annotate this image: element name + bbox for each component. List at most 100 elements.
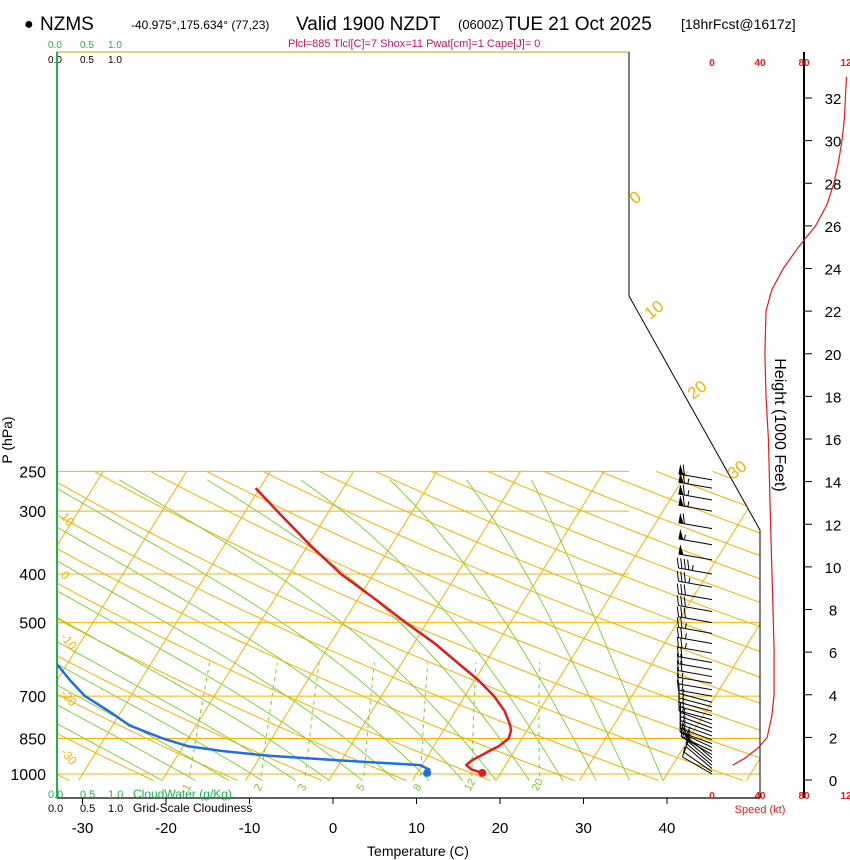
wind-barb-half-feather — [682, 716, 686, 722]
moist-adiabat-line — [57, 479, 363, 781]
thermo-lines — [57, 470, 760, 781]
moist-adiabat-line — [466, 479, 631, 781]
wind-barb-feather — [682, 495, 685, 507]
wind-barb-half-feather — [683, 534, 686, 541]
wind-barb-feather — [683, 596, 686, 607]
isotherm-line — [495, 471, 689, 781]
valid-time: Valid 1900 NZDT — [296, 14, 441, 35]
wind-barb-feather — [683, 584, 686, 596]
moist-adiabat-line — [57, 479, 430, 781]
wind-barb-staff — [679, 697, 713, 708]
wind-barb-staff — [678, 538, 713, 546]
pressure-axis: 1000 850 700 500 400 300 250 — [10, 464, 46, 784]
wind-barb-feather — [676, 636, 680, 648]
temp-tick-label: 0 — [329, 820, 337, 837]
wind-barb-staff — [678, 637, 713, 644]
wind-barb-staff — [679, 710, 713, 721]
temp-tick-label: 40 — [659, 820, 676, 837]
dewpoint-line — [57, 662, 431, 774]
wind-barb-staff — [678, 656, 713, 663]
moist-adiabat-line — [300, 479, 564, 781]
wind-barb-feather — [683, 572, 686, 583]
moist-adiabat-line — [57, 479, 330, 781]
dry-adiabat-line — [57, 470, 407, 781]
wind-barb-feather — [680, 722, 684, 734]
isotherm-label: 0 — [58, 568, 73, 582]
isotherm-label: -20 — [58, 687, 80, 710]
wind-barb-staff — [685, 742, 713, 766]
temperature-axis-title: Temperature (C) — [367, 843, 469, 859]
wind-barb-staff — [679, 731, 713, 745]
wind-barb-half-feather — [682, 727, 686, 734]
moist-adiabat-line — [531, 479, 664, 781]
dry-adiabat-line — [487, 470, 760, 781]
wind-barb-feather — [676, 627, 680, 638]
wind-barb-staff — [678, 605, 713, 612]
wind-barb-feather — [680, 627, 683, 639]
wind-barb-staff — [685, 746, 713, 769]
dry-adiabat-line — [57, 470, 491, 781]
sounding-profiles — [57, 487, 513, 777]
height-axis-title: Height (1000 Feet) — [771, 358, 788, 491]
wind-barb-staff — [678, 689, 713, 697]
mixing-ratio-label: 12 — [462, 777, 479, 794]
wind-barb-pennant — [678, 512, 684, 524]
wind-barb-feather — [676, 673, 680, 684]
top-scale-1: 1.0 — [108, 40, 122, 51]
wind-speed-line — [732, 76, 848, 766]
height-tick-label: 12 — [825, 517, 842, 534]
mixing-ratio-label: 3 — [296, 782, 309, 793]
speed-bottom-80: 80 — [798, 791, 810, 802]
dry-adiabat-label: 30 — [724, 457, 751, 484]
dry-adiabat-line — [57, 470, 154, 781]
bottom-scale2-1: 1.0 — [108, 803, 123, 815]
wind-barb-half-feather — [682, 712, 686, 718]
dry-adiabat-line — [318, 470, 760, 781]
wind-barb-half-feather — [691, 564, 694, 571]
temp-tick-label: -30 — [72, 820, 94, 837]
surface-temperature-dot — [478, 768, 487, 777]
moist-adiabat-line — [57, 479, 296, 781]
top-scale-05: 0.5 — [80, 40, 94, 51]
bottom-scale-05: 0.5 — [80, 789, 95, 801]
wind-barb-feather — [680, 571, 683, 582]
wind-barb-pennant — [678, 484, 684, 495]
station-id: NZMS — [40, 14, 94, 35]
height-tick-label: 18 — [825, 389, 842, 406]
mixing-ratio-line — [189, 662, 211, 777]
wind-barb-pennant — [678, 544, 684, 555]
mixing-ratio-line — [260, 662, 278, 777]
dry-adiabat-line — [150, 470, 760, 781]
mixing-ratio-label: 8 — [411, 782, 424, 793]
isotherm-line — [57, 471, 104, 781]
speed-axis-title: Speed (kt) — [735, 804, 786, 816]
wind-barb-half-feather — [684, 642, 687, 649]
isotherm-line — [579, 471, 760, 781]
wind-barb-feather — [680, 595, 683, 607]
pressure-tick-label: 400 — [19, 567, 46, 584]
wind-barb-feather — [676, 570, 680, 582]
wind-barb-pennant — [678, 472, 684, 484]
moist-adiabat-line — [206, 479, 530, 781]
wind-barb-half-feather — [681, 685, 684, 691]
dry-adiabat-line — [57, 470, 238, 781]
isotherm-line — [328, 471, 522, 781]
bottom-scale2-0: 0.0 — [48, 803, 63, 815]
cloudiness-label: Grid-Scale Cloudiness — [133, 801, 252, 815]
top-scale2-1: 1.0 — [108, 55, 122, 66]
wind-barb-feather — [680, 617, 683, 629]
wind-barb-half-feather — [688, 577, 691, 584]
wind-barb-staff — [678, 567, 713, 575]
wind-barb-staff — [679, 706, 713, 716]
wind-barb-staff — [678, 683, 713, 691]
dry-adiabat-line — [431, 470, 760, 781]
valid-date: TUE 21 Oct 2025 — [505, 14, 652, 35]
wind-barb-feather — [676, 583, 680, 594]
wind-barb-feather — [682, 464, 685, 476]
pressure-axis-title: P (hPa) — [0, 416, 15, 463]
wind-barb-feather — [676, 653, 680, 664]
wind-barb-staff — [680, 736, 713, 752]
height-tick-label: 32 — [825, 91, 842, 108]
